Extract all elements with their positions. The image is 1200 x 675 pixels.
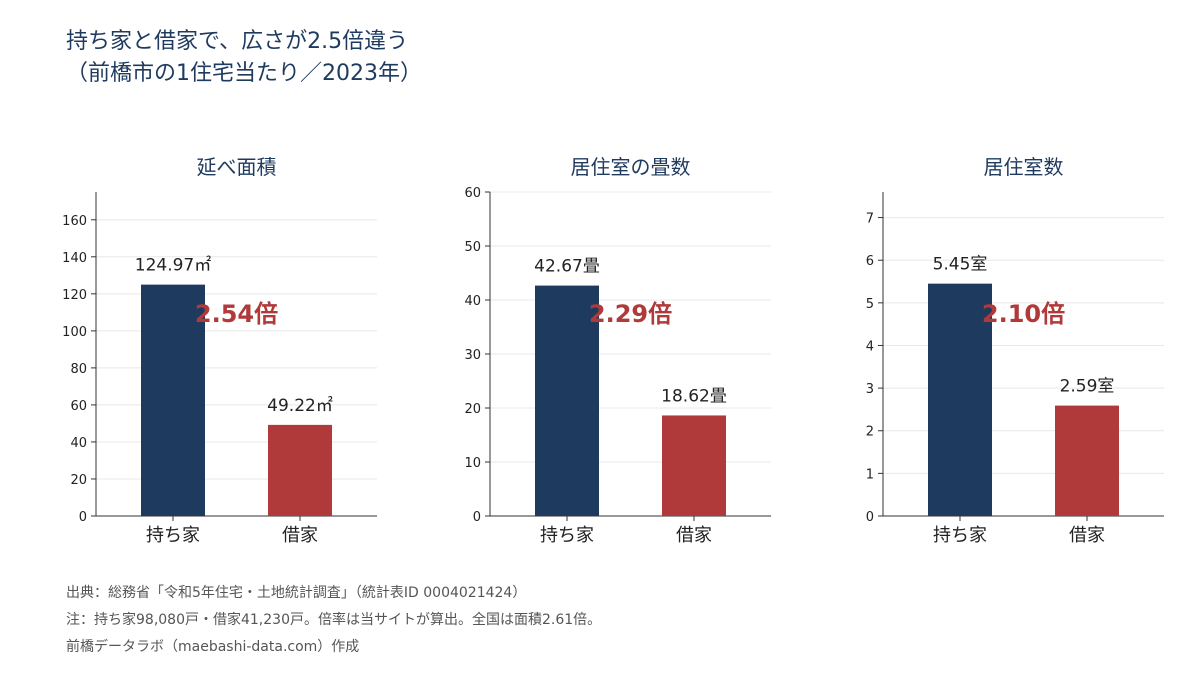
footer-note: 注：持ち家98,080戸・借家41,230戸。倍率は当サイトが算出。全国は面積2… (66, 612, 602, 628)
chart-1-category-label-1: 持ち家 (146, 525, 200, 546)
chart-1-value-label-2: 49.22㎡ (267, 396, 333, 416)
chart-3-category-label-2: 借家 (1069, 525, 1105, 546)
chart-1-y-tick-label: 160 (62, 214, 87, 229)
chart-3-y-tick-label: 2 (866, 425, 874, 440)
chart-3-title: 居住室数 (984, 155, 1064, 179)
chart-1-bar-1 (141, 284, 205, 516)
chart-3-y-tick-label: 3 (866, 382, 874, 397)
chart-3-ratio-label: 2.10倍 (982, 300, 1065, 328)
chart-2-y-tick-label: 40 (464, 294, 481, 309)
bar-charts: 延べ面積020406080100120140160124.97㎡持ち家49.22… (62, 155, 1164, 546)
charts-area: 延べ面積 0 20 40 60 80 100 120 140 160 124.97㎡ 持ち家 49.22… (0, 140, 1200, 560)
chart-1-title: 延べ面積 (197, 155, 277, 179)
title-line-2: （前橋市の1住宅当たり／2023年） (66, 61, 422, 86)
chart-3-value-label-1: 5.45室 (933, 255, 988, 275)
footer-credit: 前橋データラボ（maebashi-data.com）作成 (66, 639, 360, 655)
chart-2-value-label-2: 18.62畳 (661, 386, 727, 406)
chart-3-y-tick-label: 1 (866, 467, 874, 482)
chart-1-ratio-label: 2.54倍 (195, 300, 278, 328)
chart-2-bar-1 (535, 285, 599, 516)
chart-2-title: 居住室の畳数 (571, 155, 691, 179)
chart-3-y-tick-label: 4 (866, 339, 874, 354)
chart-1-y-tick-label: 80 (70, 362, 87, 377)
title-line-1: 持ち家と借家で、広さが2.5倍違う (66, 29, 409, 54)
chart-2-value-label-1: 42.67畳 (534, 257, 600, 277)
chart-1-y-tick-label: 0 (79, 510, 87, 525)
chart-1-y-tick-label: 40 (70, 436, 87, 451)
chart-1-y-tick-label: 60 (70, 399, 87, 414)
chart-2-ratio-label: 2.29倍 (589, 300, 672, 328)
chart-1-value-label-1: 124.97㎡ (135, 256, 211, 276)
chart-1-y-tick-label: 20 (70, 473, 87, 488)
chart-1-bar-2 (268, 424, 332, 516)
chart-1-category-label-2: 借家 (282, 525, 318, 546)
chart-3-category-label-1: 持ち家 (933, 525, 987, 546)
chart-2-y-tick-label: 30 (464, 348, 481, 363)
chart-3-y-tick-label: 7 (866, 212, 874, 227)
chart-2-bar-2 (662, 415, 726, 516)
footer: 出典：総務省「令和5年住宅・土地統計調査」（統計表ID 0004021424） … (66, 580, 601, 661)
chart-1-y-tick-label: 140 (62, 251, 87, 266)
chart-2-y-tick-label: 50 (464, 240, 481, 255)
footer-source: 出典：総務省「令和5年住宅・土地統計調査」（統計表ID 0004021424） (66, 585, 527, 601)
chart-3-bar-1 (928, 283, 992, 516)
chart-2-y-tick-label: 20 (464, 402, 481, 417)
chart-3-y-tick-label: 6 (866, 254, 874, 269)
chart-3-bar-2 (1055, 405, 1119, 516)
chart-2-y-tick-label: 10 (464, 456, 481, 471)
chart-2-y-tick-label: 0 (473, 510, 481, 525)
chart-2-category-label-2: 借家 (676, 525, 712, 546)
chart-2-category-label-1: 持ち家 (540, 525, 594, 546)
chart-2-y-tick-label: 60 (464, 186, 481, 201)
chart-3-y-tick-label: 5 (866, 297, 874, 312)
chart-1-y-tick-label: 100 (62, 325, 87, 340)
chart-1-y-tick-label: 120 (62, 288, 87, 303)
chart-3-y-tick-label: 0 (866, 510, 874, 525)
chart-3-value-label-2: 2.59室 (1060, 377, 1115, 397)
page-title: 持ち家と借家で、広さが2.5倍違う （前橋市の1住宅当たり／2023年） (66, 26, 422, 90)
